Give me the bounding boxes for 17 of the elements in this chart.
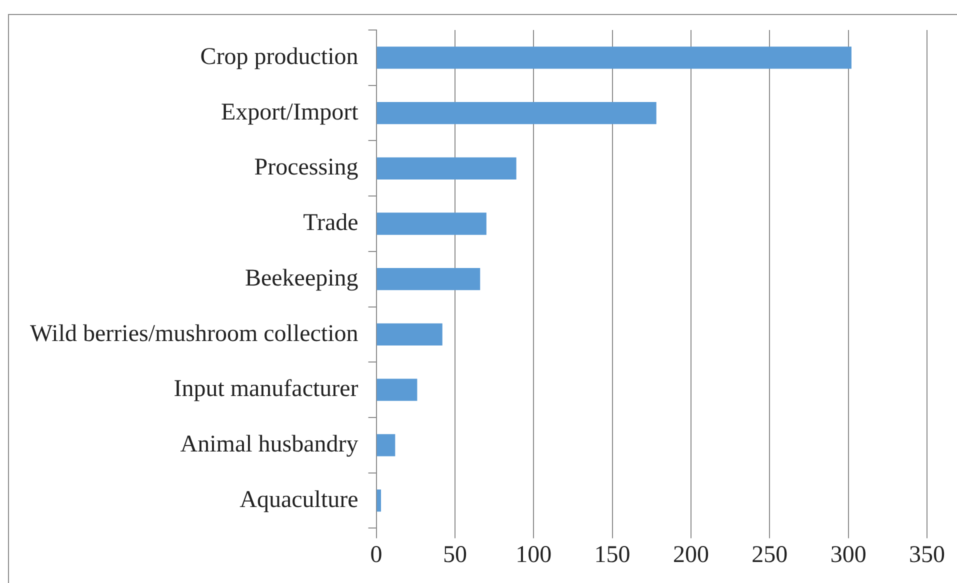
x-tick-label: 250	[752, 542, 788, 568]
x-tick-label: 200	[672, 542, 709, 568]
y-tick-label: Aquaculture	[240, 486, 358, 513]
y-tick-label: Beekeeping	[244, 265, 358, 292]
x-tick-label: 350	[909, 542, 945, 568]
y-tick-label: Processing	[254, 154, 358, 181]
x-tick-label: 300	[830, 542, 866, 568]
x-tick-label: 100	[516, 542, 552, 568]
y-tick-label: Animal husbandry	[180, 431, 358, 458]
y-tick-label: Export/Import	[220, 99, 359, 126]
x-tick-label: 50	[442, 542, 467, 568]
y-tick-label: Input manufacturer	[174, 376, 358, 402]
y-tick-label: Crop production	[200, 44, 358, 70]
y-tick-label: Trade	[303, 210, 358, 236]
x-tick-label: 150	[594, 542, 630, 568]
y-tick-label: Wild berries/mushroom collection	[30, 320, 358, 347]
x-tick-label: 0	[370, 542, 382, 568]
